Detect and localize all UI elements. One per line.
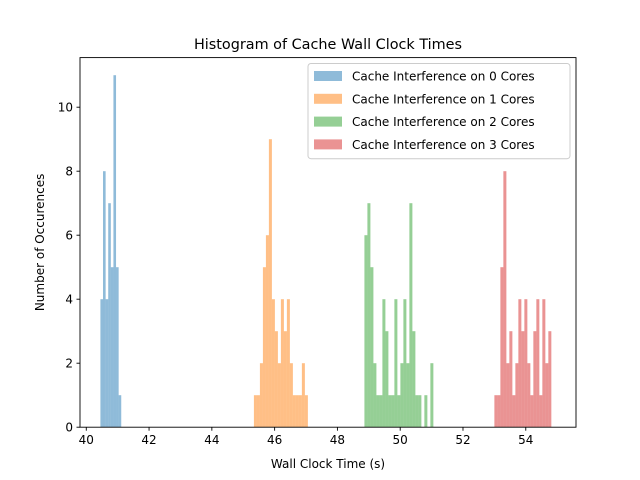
histogram-bar xyxy=(430,363,434,428)
histogram-bar xyxy=(509,331,513,428)
histogram-bar xyxy=(103,171,106,428)
histogram-bar xyxy=(304,395,308,428)
y-tick-label: 8 xyxy=(65,165,73,179)
histogram-bar xyxy=(539,395,543,428)
histogram-bar xyxy=(548,331,552,428)
y-tick-label: 10 xyxy=(58,101,73,115)
histogram-bar xyxy=(518,299,522,428)
x-tick-label: 48 xyxy=(330,433,345,447)
histogram-bar xyxy=(100,299,104,428)
histogram-bar xyxy=(376,395,380,428)
y-tick-label: 4 xyxy=(65,293,73,307)
histogram-bar xyxy=(286,299,290,428)
y-axis-label: Number of Occurences xyxy=(33,174,47,312)
legend-label: Cache Interference on 3 Cores xyxy=(352,138,535,152)
legend-swatch xyxy=(314,71,342,81)
x-tick-label: 52 xyxy=(455,433,470,447)
legend-label: Cache Interference on 1 Cores xyxy=(352,92,535,106)
x-axis-ticks: 40 42 44 46 48 50 52 54 xyxy=(79,427,533,447)
histogram-bar xyxy=(506,363,510,428)
histogram-bar xyxy=(367,203,371,428)
legend-label: Cache Interference on 0 Cores xyxy=(352,70,535,84)
x-tick-label: 40 xyxy=(79,433,94,447)
histogram-bar xyxy=(256,395,260,428)
histogram-bar xyxy=(542,299,546,428)
x-tick-label: 46 xyxy=(267,433,282,447)
histogram-bar xyxy=(105,299,109,428)
histogram-bar xyxy=(388,395,392,428)
legend-box xyxy=(307,63,571,160)
y-tick-label: 2 xyxy=(65,357,73,371)
x-tick-label: 44 xyxy=(204,433,219,447)
legend-swatch xyxy=(314,116,342,127)
histogram-bar xyxy=(409,203,413,428)
legend-swatch xyxy=(314,139,342,150)
histogram-bar xyxy=(268,139,272,428)
histogram-bar xyxy=(412,331,416,428)
histogram-bar xyxy=(301,363,305,428)
histogram-bar xyxy=(289,363,293,428)
histogram-bar xyxy=(397,395,401,428)
histogram-bar xyxy=(259,363,263,428)
histogram-bar xyxy=(400,363,404,428)
histogram-bar xyxy=(533,331,537,428)
histogram-bar xyxy=(382,299,386,428)
histogram-bar xyxy=(391,395,395,428)
histogram-bar xyxy=(545,363,549,428)
histogram-bar xyxy=(295,395,299,428)
histogram-bar xyxy=(521,331,525,428)
chart-title: Histogram of Cache Wall Clock Times xyxy=(194,37,462,53)
x-tick-label: 54 xyxy=(518,433,533,447)
histogram-bar xyxy=(379,395,383,428)
y-tick-label: 0 xyxy=(65,421,73,435)
bars-layer xyxy=(100,75,552,428)
legend-swatch xyxy=(314,93,342,104)
histogram-bar xyxy=(298,395,302,428)
histogram-bar xyxy=(497,395,501,428)
histogram-bar xyxy=(113,75,117,428)
histogram-bar xyxy=(116,267,119,428)
histogram-bar xyxy=(500,267,504,428)
legend: Cache Interference on 0 Cores Cache Inter… xyxy=(307,63,571,160)
histogram-bar xyxy=(503,171,507,428)
legend-label: Cache Interference on 2 Cores xyxy=(352,115,535,129)
x-tick-label: 50 xyxy=(393,433,408,447)
histogram-bar xyxy=(515,363,519,428)
histogram-bar xyxy=(527,363,531,428)
histogram-bar xyxy=(364,235,368,428)
histogram-bar xyxy=(253,395,257,428)
y-axis-ticks: 0 2 4 6 8 10 xyxy=(58,101,80,435)
histogram-bar xyxy=(283,331,287,428)
histogram-bar xyxy=(110,267,114,428)
plot-frame xyxy=(79,57,577,428)
histogram-bar xyxy=(415,395,419,428)
histogram-bar xyxy=(403,299,407,428)
y-tick-label: 6 xyxy=(65,229,73,243)
histogram-bar xyxy=(280,299,284,428)
histogram-bar xyxy=(530,395,534,428)
histogram-bar xyxy=(370,267,374,428)
histogram-bar xyxy=(262,267,266,428)
histogram-bar xyxy=(277,363,281,428)
histogram-bar xyxy=(274,331,278,428)
histogram-bar xyxy=(512,395,516,428)
histogram-bar xyxy=(271,299,275,428)
histogram-bar xyxy=(418,395,422,428)
histogram-bar xyxy=(424,395,428,428)
histogram-bar xyxy=(406,363,410,428)
x-tick-label: 42 xyxy=(141,433,156,447)
histogram-bar xyxy=(118,395,122,428)
histogram-bar xyxy=(292,395,296,428)
histogram-bar xyxy=(494,395,498,428)
histogram-bar xyxy=(394,299,398,428)
histogram-bar xyxy=(524,299,528,428)
histogram-bar xyxy=(385,331,389,428)
histogram-bar xyxy=(536,299,540,428)
histogram-bar xyxy=(265,235,269,428)
x-axis-label: Wall Clock Time (s) xyxy=(271,457,385,471)
histogram-bar xyxy=(373,363,377,428)
histogram-bar xyxy=(108,203,111,428)
